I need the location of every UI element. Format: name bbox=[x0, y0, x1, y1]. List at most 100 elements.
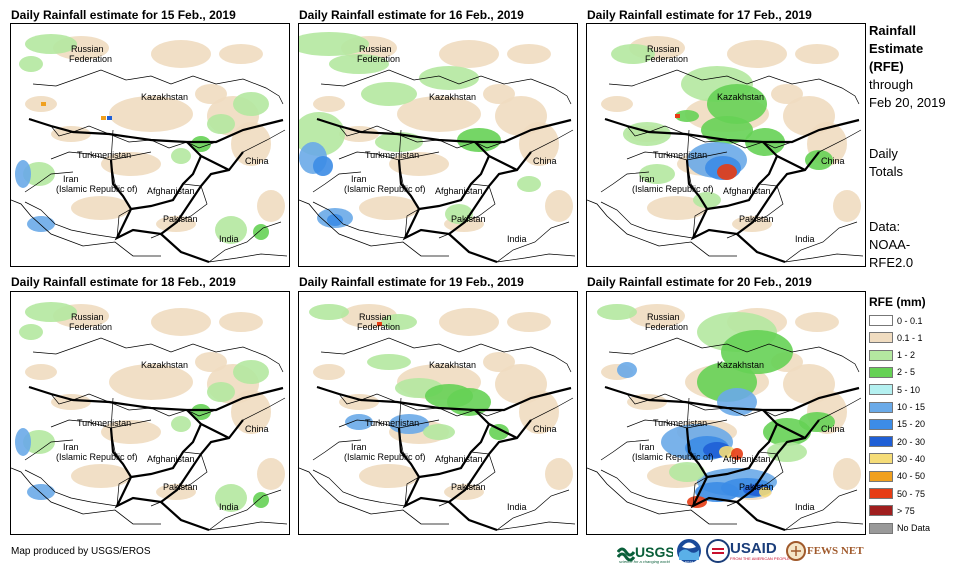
rain-light-area bbox=[389, 152, 449, 176]
focus-region-border bbox=[397, 423, 491, 479]
country-border bbox=[600, 201, 694, 239]
rain-area bbox=[611, 44, 655, 64]
rain-area bbox=[253, 224, 269, 240]
rain-light-area bbox=[439, 40, 499, 68]
fews-net-logo: FEWS NET bbox=[786, 538, 864, 564]
rain-light-area bbox=[51, 394, 91, 410]
focus-region-border bbox=[762, 409, 778, 425]
map-label: Pakistan bbox=[739, 214, 774, 224]
rain-spot bbox=[675, 114, 680, 118]
side-data-line: Data: bbox=[869, 219, 901, 234]
map-label: China bbox=[821, 424, 845, 434]
rain-area bbox=[171, 416, 191, 432]
legend-item: 30 - 40 bbox=[869, 450, 925, 467]
rain-light-area bbox=[195, 352, 227, 372]
rain-area bbox=[327, 214, 343, 226]
map-label: Federation bbox=[645, 54, 689, 64]
map-label: Afghanistan bbox=[147, 186, 195, 196]
focus-region-border bbox=[776, 155, 806, 171]
map-label: Russian bbox=[647, 312, 680, 322]
country-border bbox=[608, 69, 860, 105]
country-border bbox=[32, 337, 284, 373]
map-label: Iran bbox=[63, 442, 79, 452]
rain-area bbox=[361, 82, 417, 106]
rain-light-area bbox=[439, 308, 499, 336]
map-label: China bbox=[245, 424, 269, 434]
map-label: Afghanistan bbox=[147, 454, 195, 464]
rain-light-area bbox=[257, 190, 285, 222]
rain-area bbox=[489, 424, 509, 440]
map-label: Pakistan bbox=[739, 482, 774, 492]
legend-item: 2 - 5 bbox=[869, 364, 915, 381]
rain-area bbox=[15, 160, 31, 188]
focus-region-border bbox=[28, 117, 284, 144]
country-border bbox=[608, 337, 860, 373]
legend-item: 40 - 50 bbox=[869, 468, 925, 485]
rainfall-map: Russian Federation Kazakhstan Turkmenistan I… bbox=[10, 23, 290, 267]
map-label: (Islamic Republic of) bbox=[344, 452, 426, 462]
legend-swatch bbox=[869, 436, 893, 448]
rain-area bbox=[19, 56, 43, 72]
country-border bbox=[24, 201, 118, 239]
panel-title: Daily Rainfall estimate for 15 Feb., 201… bbox=[11, 8, 236, 22]
focus-region-border bbox=[690, 151, 820, 241]
panel-title: Daily Rainfall estimate for 18 Feb., 201… bbox=[11, 275, 236, 289]
legend-item: 0.1 - 1 bbox=[869, 329, 923, 346]
rain-area bbox=[19, 324, 43, 340]
country-border bbox=[312, 469, 406, 507]
focus-region-border bbox=[762, 141, 778, 157]
legend-label: 30 - 40 bbox=[897, 453, 926, 464]
side-title: Rainfall Estimate (RFE) through Feb 20, … bbox=[869, 22, 946, 112]
map-label: Kazakhstan bbox=[429, 360, 477, 370]
country-border bbox=[626, 151, 728, 161]
rain-light-area bbox=[507, 312, 551, 332]
rain-light-area bbox=[647, 196, 707, 220]
focus-region-border bbox=[690, 419, 820, 509]
focus-region-border bbox=[488, 423, 518, 439]
country-border bbox=[320, 69, 572, 105]
rain-area bbox=[233, 360, 269, 384]
rain-area bbox=[717, 388, 757, 416]
rain-light-area bbox=[359, 464, 419, 488]
side-date: Feb 20, 2019 bbox=[869, 95, 946, 110]
rain-light-area bbox=[339, 394, 379, 410]
coastline bbox=[587, 199, 737, 257]
noaa-text: NOAA bbox=[685, 560, 694, 564]
focus-region-border bbox=[776, 423, 806, 439]
map-label: Turkmenistan bbox=[653, 150, 708, 160]
map-label: India bbox=[507, 234, 527, 244]
map-label: (Islamic Republic of) bbox=[632, 452, 714, 462]
legend-label: 0.1 - 1 bbox=[897, 332, 923, 343]
focus-region-border bbox=[160, 501, 210, 532]
rain-light-area bbox=[195, 84, 227, 104]
focus-region-border bbox=[397, 155, 491, 211]
country-border bbox=[784, 221, 858, 263]
side-daily: Daily Totals bbox=[869, 145, 903, 181]
map-canvas bbox=[299, 32, 576, 264]
rain-area bbox=[329, 54, 389, 74]
legend-item: 10 - 15 bbox=[869, 399, 925, 416]
rain-area bbox=[191, 136, 211, 152]
rain-light-area bbox=[109, 364, 193, 400]
rain-area bbox=[695, 482, 739, 502]
rain-area bbox=[23, 162, 55, 186]
country-border bbox=[600, 469, 694, 507]
rain-area bbox=[191, 404, 211, 420]
rain-area bbox=[707, 84, 767, 124]
rain-light-area bbox=[109, 96, 193, 132]
legend-label: 10 - 15 bbox=[897, 402, 926, 412]
legend-item: 15 - 20 bbox=[869, 416, 925, 433]
rain-area bbox=[215, 216, 247, 244]
map-label: (Islamic Republic of) bbox=[344, 184, 426, 194]
rain-light-area bbox=[219, 44, 263, 64]
focus-region-border bbox=[685, 423, 779, 479]
country-border bbox=[208, 221, 282, 263]
coastline bbox=[587, 467, 737, 525]
side-title-line: Estimate bbox=[869, 41, 924, 56]
rain-light-area bbox=[483, 84, 515, 104]
focus-region-border bbox=[114, 419, 244, 509]
rain-area bbox=[23, 430, 55, 454]
country-border bbox=[600, 171, 650, 193]
map-label: China bbox=[245, 156, 269, 166]
legend-title: RFE (mm) bbox=[869, 295, 926, 309]
